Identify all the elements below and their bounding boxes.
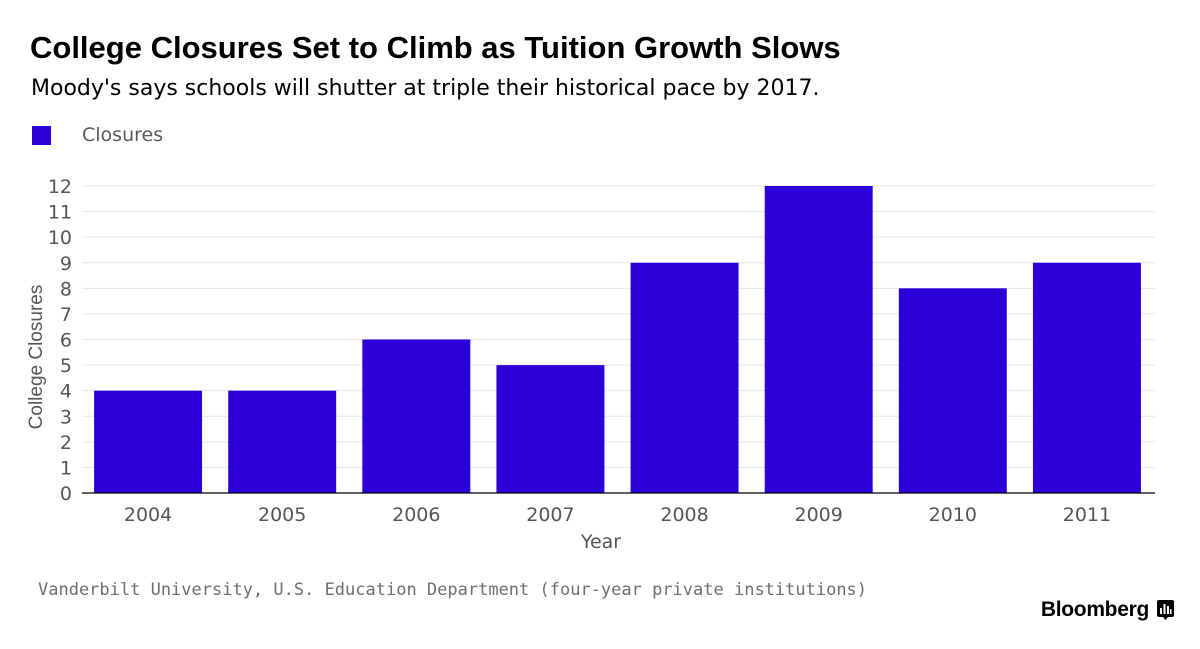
bar-2009 — [764, 186, 873, 493]
y-tick-label: 8 — [60, 278, 72, 300]
source-note: Vanderbilt University, U.S. Education De… — [38, 580, 868, 600]
y-tick-label: 5 — [60, 355, 72, 377]
bar-2004 — [94, 390, 203, 493]
bars — [94, 186, 1141, 493]
x-axis-label: Year — [580, 531, 621, 553]
y-tick-label: 7 — [60, 304, 72, 326]
y-tick-label: 1 — [60, 457, 72, 479]
y-tick-label: 10 — [48, 227, 72, 249]
y-tick-label: 6 — [60, 330, 72, 352]
brand-name: Bloomberg — [1040, 598, 1149, 621]
bar-2006 — [362, 339, 471, 493]
bar-2007 — [496, 365, 605, 493]
legend-swatch — [32, 125, 51, 145]
x-tick-label: 2009 — [795, 504, 843, 526]
x-tick-label: 2006 — [392, 504, 440, 526]
legend-label: Closures — [82, 124, 164, 146]
y-tick-label: 12 — [48, 176, 72, 198]
x-tick-label: 2005 — [258, 504, 306, 526]
y-tick-label: 2 — [60, 432, 72, 454]
y-tick-label: 11 — [48, 202, 72, 224]
x-tick-label: 2004 — [124, 504, 172, 526]
x-tick-label: 2008 — [660, 504, 708, 526]
x-tick-label: 2011 — [1063, 504, 1111, 526]
y-axis-label: College Closures — [26, 285, 47, 430]
y-tick-label: 3 — [60, 406, 72, 428]
bar-2005 — [228, 390, 337, 493]
y-tick-label: 0 — [60, 483, 72, 505]
x-tick-label: 2007 — [526, 504, 574, 526]
x-tick-label: 2010 — [929, 504, 977, 526]
bar-2008 — [630, 262, 739, 493]
bloomberg-logo: Bloomberg — [1041, 598, 1174, 622]
y-tick-label: 4 — [60, 381, 72, 403]
y-tick-label: 9 — [60, 253, 72, 275]
bar-2011 — [1032, 262, 1141, 493]
chart-title: College Closures Set to Climb as Tuition… — [30, 30, 841, 65]
bar-2010 — [898, 288, 1007, 493]
legend: Closures — [32, 124, 163, 146]
bloomberg-chart-icon — [1157, 600, 1174, 620]
chart-subtitle: Moody's says schools will shutter at tri… — [31, 76, 820, 101]
